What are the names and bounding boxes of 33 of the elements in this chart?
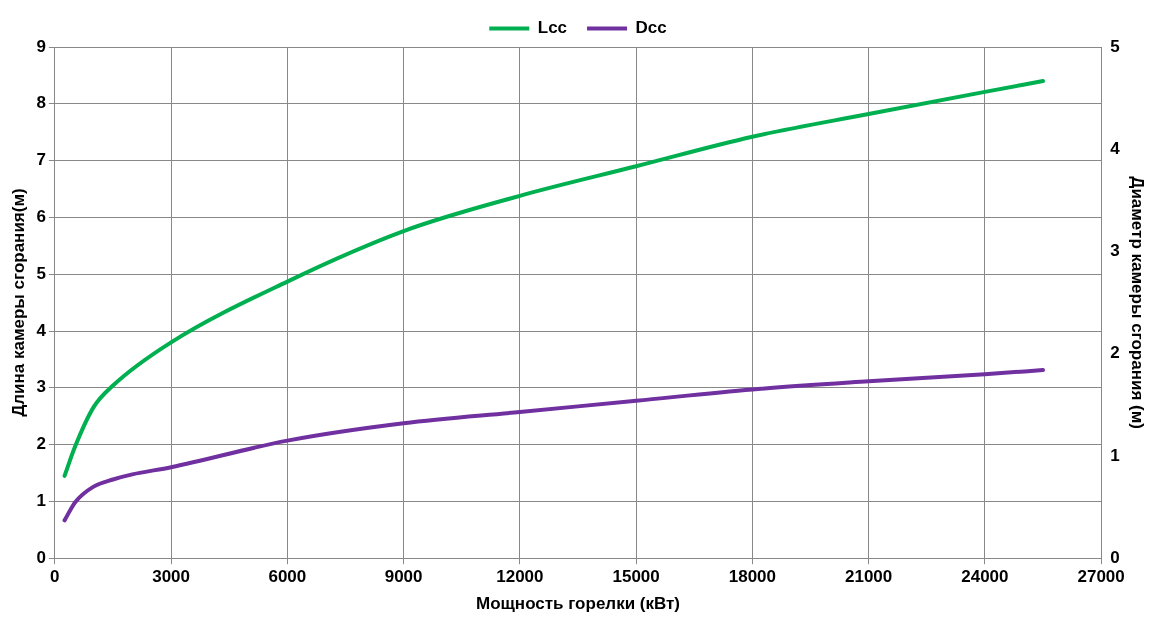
y2-tick-label: 3	[1110, 241, 1120, 261]
x-tick-label: 9000	[384, 567, 423, 587]
x-tick-label: 6000	[268, 567, 307, 587]
y-tick-label: 2	[36, 434, 46, 454]
y2-tick-label: 2	[1110, 343, 1120, 363]
y-tick-label: 6	[36, 207, 46, 227]
y-tick-label: 7	[36, 150, 46, 170]
y-tick-label: 1	[36, 491, 46, 511]
y2-tick-label: 4	[1110, 138, 1121, 158]
y-tick-label: 4	[36, 320, 47, 340]
line-series	[62, 368, 1046, 523]
x-tick-label: 3000	[152, 567, 191, 587]
line-series	[62, 79, 1046, 478]
y-tick-label: 5	[36, 263, 46, 283]
legend-label: Lcc	[537, 18, 568, 38]
x-tick-label: 15000	[612, 567, 660, 587]
x-tick-label: 18000	[728, 567, 777, 587]
y-tick-label: 0	[36, 547, 46, 567]
x-tick-label: 12000	[496, 567, 544, 587]
x-axis-title: Мощность горелки (кВт)	[475, 594, 681, 614]
x-tick-label: 0	[50, 567, 60, 587]
x-tick-label: 27000	[1077, 567, 1125, 587]
y-tick-label: 3	[36, 377, 46, 397]
y2-tick-label: 0	[1110, 547, 1120, 567]
y-axis-title: Длина камеры сгорания(м)	[8, 188, 28, 417]
y2-tick-label: 5	[1110, 36, 1120, 56]
x-tick-label: 21000	[845, 567, 893, 587]
y2-axis-title: Диаметр камеры сгорания (м)	[1128, 176, 1148, 429]
y2-tick-label: 1	[1110, 445, 1120, 465]
legend-label: Dcc	[635, 18, 667, 38]
y-tick-label: 8	[36, 93, 46, 113]
y-tick-label: 9	[36, 36, 46, 56]
x-tick-label: 24000	[961, 567, 1009, 587]
